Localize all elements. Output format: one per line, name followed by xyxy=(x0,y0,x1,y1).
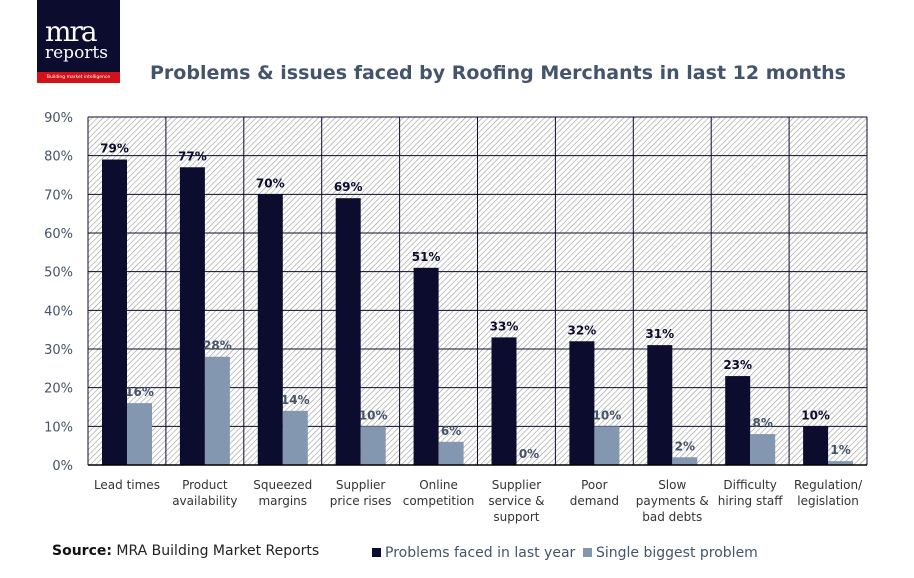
legend-item-biggest: Single biggest problem xyxy=(583,545,758,561)
chart-title: Problems & issues faced by Roofing Merch… xyxy=(150,62,846,84)
y-tick-label: 70% xyxy=(44,188,73,203)
bar xyxy=(491,337,517,465)
logo-text: mra xyxy=(45,15,98,48)
x-tick-label: Supplier xyxy=(492,478,542,492)
logo-tagline: Building market intelligence xyxy=(37,72,120,83)
bar xyxy=(413,267,439,465)
legend-item-problems: Problems faced in last year xyxy=(372,545,575,561)
data-label: 69% xyxy=(334,180,363,194)
legend-swatch xyxy=(583,548,592,557)
x-tick-label: Regulation/ xyxy=(794,478,863,492)
bar xyxy=(750,434,776,465)
data-label: 1% xyxy=(830,443,850,457)
bar xyxy=(127,403,152,465)
bar xyxy=(257,194,283,466)
legend-swatch xyxy=(372,548,381,557)
data-label: 28% xyxy=(203,339,232,353)
bar xyxy=(335,198,361,465)
data-label: 8% xyxy=(753,416,773,430)
x-tick-label: competition xyxy=(403,494,475,508)
x-tick-label: support xyxy=(493,510,539,524)
bar xyxy=(594,426,620,465)
x-tick-label: Squeezed xyxy=(253,478,312,492)
source-label: Source: xyxy=(52,543,112,559)
y-tick-label: 10% xyxy=(44,420,73,435)
x-tick-label: hiring staff xyxy=(718,494,784,508)
x-tick-label: demand xyxy=(570,494,619,508)
data-label: 70% xyxy=(256,176,285,190)
data-label: 10% xyxy=(593,408,622,422)
y-tick-label: 30% xyxy=(44,343,73,358)
data-label: 33% xyxy=(490,319,519,333)
data-label: 6% xyxy=(441,424,461,438)
bar xyxy=(438,441,464,465)
legend-label: Single biggest problem xyxy=(596,545,758,561)
x-tick-label: Online xyxy=(419,478,458,492)
data-label: 14% xyxy=(281,393,310,407)
source-note: Source: MRA Building Market Reports xyxy=(52,543,319,559)
bar xyxy=(282,410,308,465)
data-label: 10% xyxy=(801,408,830,422)
bar xyxy=(360,426,386,465)
bar xyxy=(204,356,230,465)
bar xyxy=(569,341,595,465)
x-tick-label: Poor xyxy=(581,478,607,492)
x-tick-label: payments & xyxy=(636,494,709,508)
data-label: 32% xyxy=(568,323,597,337)
logo-text-2: reports xyxy=(45,43,108,63)
y-tick-label: 90% xyxy=(44,111,73,126)
x-tick-label: Slow xyxy=(658,478,686,492)
x-tick-label: Lead times xyxy=(94,478,160,492)
x-tick-label: Product xyxy=(182,478,228,492)
x-tick-label: margins xyxy=(258,494,307,508)
data-label: 77% xyxy=(178,149,207,163)
data-label: 31% xyxy=(645,327,674,341)
bar xyxy=(803,426,829,465)
source-text: MRA Building Market Reports xyxy=(111,543,320,559)
x-tick-label: Difficulty xyxy=(723,478,777,492)
data-label: 2% xyxy=(675,439,695,453)
x-tick-label: availability xyxy=(172,494,237,508)
data-label: 0% xyxy=(519,447,539,461)
bar xyxy=(828,461,854,465)
bar xyxy=(102,159,127,466)
bar xyxy=(672,457,698,465)
data-label: 16% xyxy=(125,385,154,399)
x-tick-label: service & xyxy=(488,494,544,508)
legend-label: Problems faced in last year xyxy=(385,545,576,561)
bar xyxy=(725,376,751,465)
data-label: 51% xyxy=(412,250,441,264)
data-label: 10% xyxy=(359,408,388,422)
bar xyxy=(179,167,205,465)
x-tick-label: legislation xyxy=(797,494,859,508)
mra-reports-logo: mra reports Building market intelligence xyxy=(37,0,120,83)
y-tick-label: 60% xyxy=(44,227,73,242)
y-tick-label: 40% xyxy=(44,304,73,319)
x-tick-label: price rises xyxy=(330,494,392,508)
y-tick-label: 20% xyxy=(44,382,73,397)
data-label: 79% xyxy=(100,142,129,156)
x-tick-label: bad debts xyxy=(642,510,702,524)
x-tick-label: Supplier xyxy=(336,478,386,492)
data-label: 23% xyxy=(723,358,752,372)
y-tick-label: 0% xyxy=(52,459,73,474)
bar xyxy=(647,345,673,465)
y-tick-label: 80% xyxy=(44,150,73,165)
y-tick-label: 50% xyxy=(44,266,73,281)
